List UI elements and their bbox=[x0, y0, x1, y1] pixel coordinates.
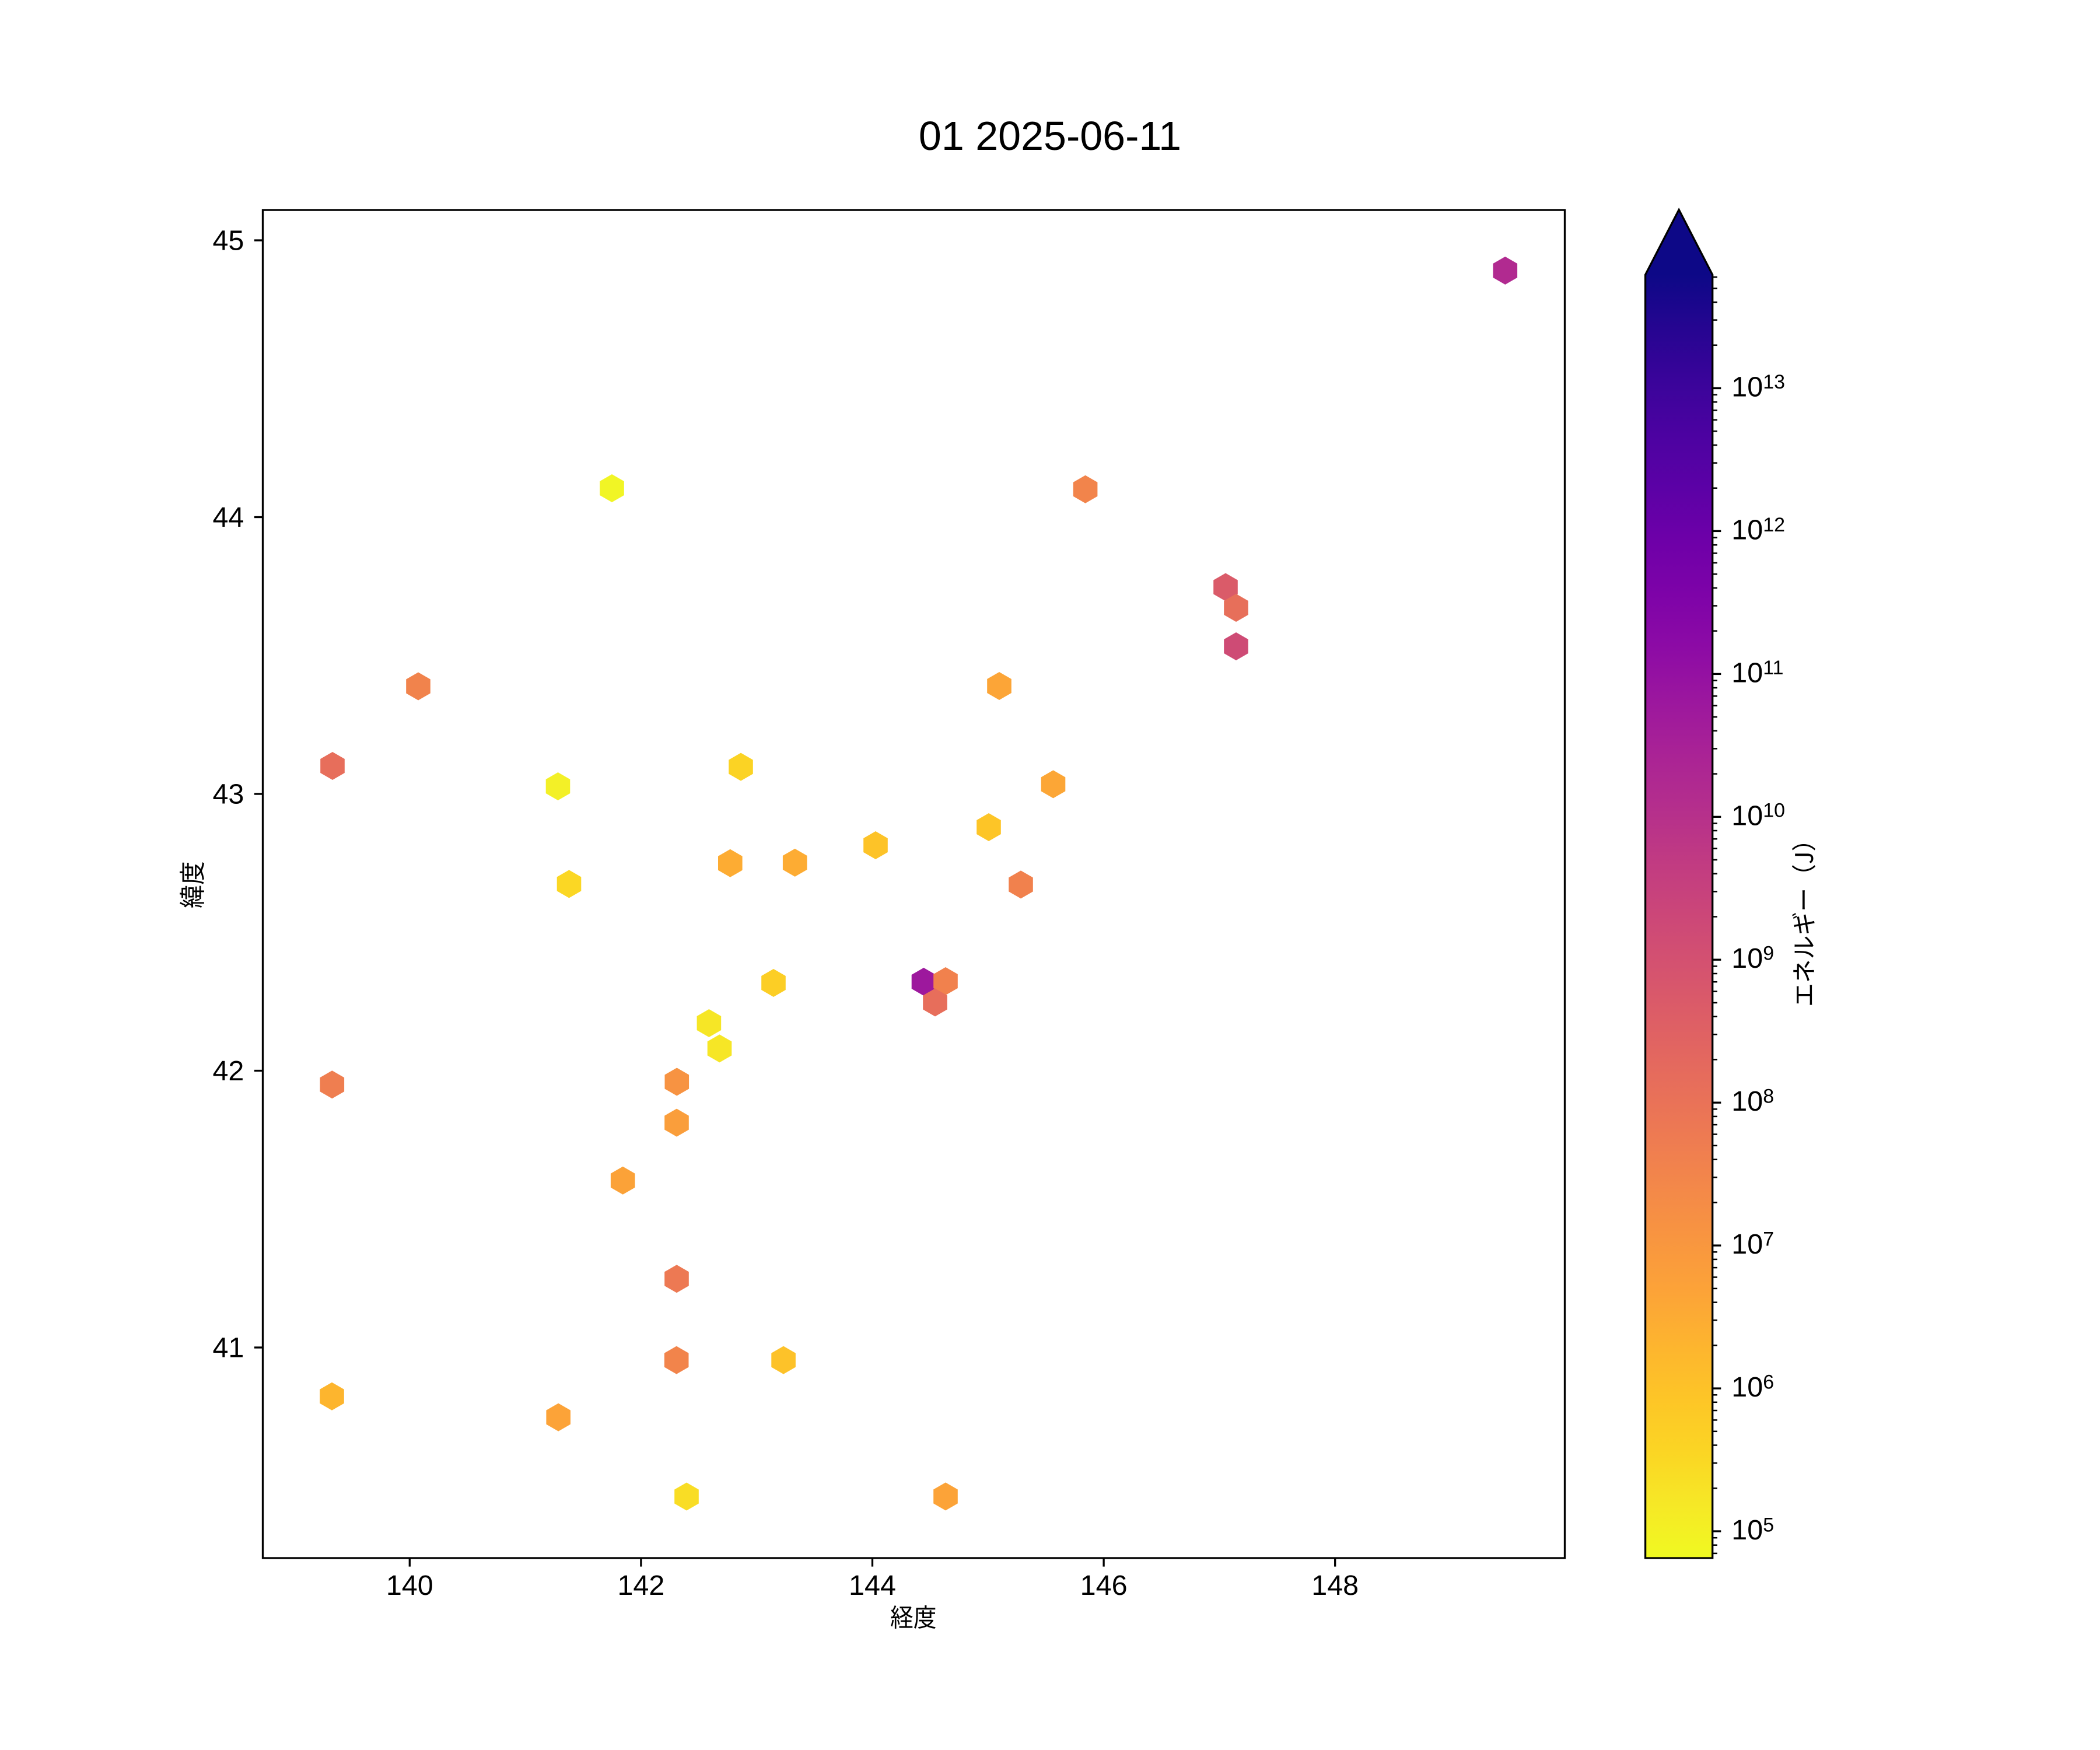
svg-text:43: 43 bbox=[212, 779, 244, 810]
svg-text:01 2025-06-11: 01 2025-06-11 bbox=[919, 113, 1181, 159]
svg-text:109: 109 bbox=[1731, 943, 1774, 975]
svg-text:1011: 1011 bbox=[1731, 657, 1783, 689]
svg-text:106: 106 bbox=[1731, 1371, 1774, 1404]
svg-text:148: 148 bbox=[1311, 1570, 1359, 1601]
svg-text:44: 44 bbox=[212, 502, 244, 533]
svg-text:140: 140 bbox=[386, 1570, 433, 1601]
svg-text:146: 146 bbox=[1080, 1570, 1128, 1601]
svg-text:41: 41 bbox=[212, 1332, 244, 1364]
svg-text:144: 144 bbox=[849, 1570, 896, 1601]
svg-text:45: 45 bbox=[212, 225, 244, 257]
svg-text:142: 142 bbox=[617, 1570, 664, 1601]
svg-text:42: 42 bbox=[212, 1055, 244, 1087]
